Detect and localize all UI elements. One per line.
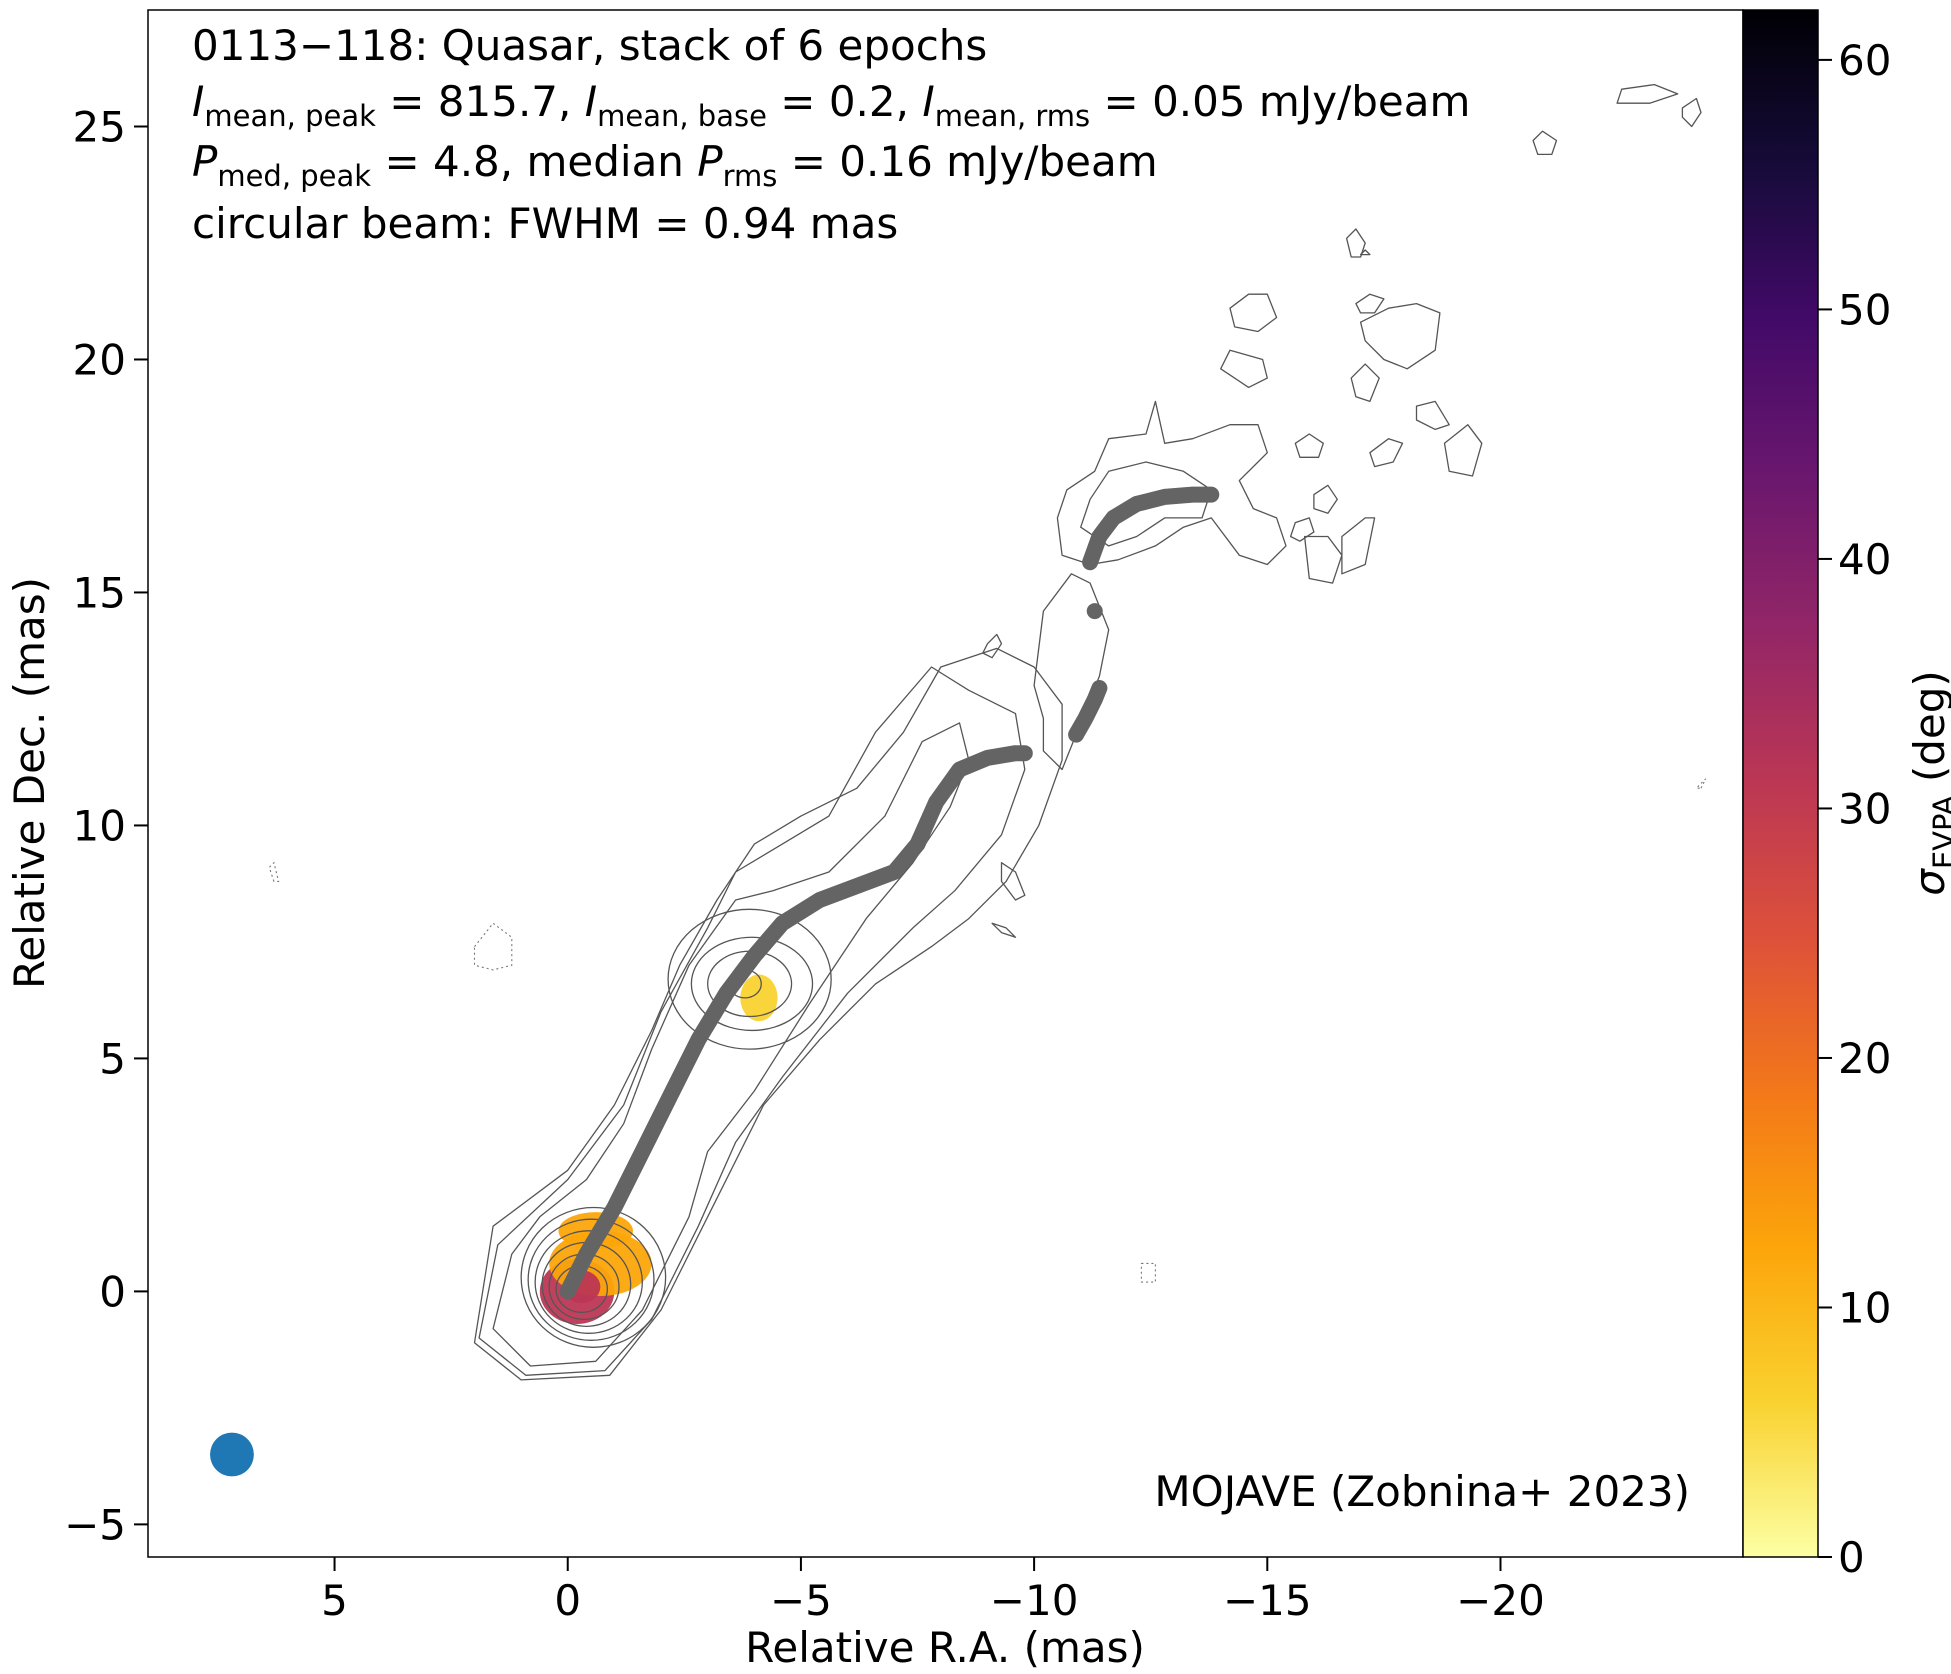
contour [1294,433,1324,458]
stat-subscript: mean, peak [204,99,376,133]
y-tick-label: 0 [99,1267,126,1316]
annotation-title: 0113−118: Quasar, stack of 6 epochs [192,21,987,70]
y-tick-label: 5 [99,1034,126,1083]
colorbar-tick-label: 30 [1838,784,1891,833]
y-tick-label: 10 [73,801,126,850]
stat-subscript: mean, rms [935,99,1090,133]
negative-contour [1695,778,1707,789]
x-axis-title: Relative R.A. (mas) [745,1623,1145,1672]
colorbar-tick-label: 60 [1838,36,1891,85]
ridge-line [559,745,1033,1300]
x-tick-label: −15 [1223,1576,1312,1625]
stat-symbol: I [192,77,204,126]
contour [1616,83,1679,104]
y-tick-label: 20 [73,335,126,384]
stat-value: = 815.7, [376,77,585,126]
y-tick-label: 25 [73,102,126,151]
y-axis-title: Relative Dec. (mas) [5,577,54,989]
stat-value: = 0.2, [767,77,922,126]
y-tick-label: 15 [73,568,126,617]
contour [1443,424,1483,477]
y-tick-label: −5 [64,1500,126,1549]
contour [1303,535,1343,584]
stat-subscript: rms [723,159,778,193]
contour [690,936,814,1032]
stat-subscript: med, peak [217,159,371,193]
plot-area [147,9,1744,1558]
colorbar-title-subscript: EVPA [1927,795,1951,869]
contour [1345,228,1366,258]
contour [1359,249,1371,256]
contour [1415,400,1450,431]
ridge-point [1086,603,1103,620]
polarization-patch [740,974,778,1022]
stat-value: = 0.05 mJy/beam [1090,77,1470,126]
stat-value: = 0.16 mJy/beam [777,137,1157,186]
y-axis: −5 0 5 10 15 20 25 [64,102,148,1549]
annotation-polarization-stats: Pmed, peak = 4.8, median Prms = 0.16 mJy… [192,137,1158,193]
contour [1220,349,1268,389]
x-tick-label: −10 [990,1576,1079,1625]
contour [1350,363,1380,403]
colorbar-tick-label: 40 [1838,535,1891,584]
stat-subscript: mean, base [597,99,767,133]
colorbar-title-unit: (deg) [1905,670,1951,795]
credit-label: MOJAVE (Zobnina+ 2023) [1154,1467,1690,1516]
beam-marker [210,1432,254,1477]
contour [1359,302,1441,370]
contour [473,647,1063,1381]
contour [520,1206,667,1348]
contour [1000,862,1026,901]
contour [667,908,832,1050]
annotation-beam: circular beam: FWHM = 0.94 mas [192,199,898,248]
x-tick-label: 0 [554,1576,581,1625]
negative-contour [268,861,280,882]
colorbar-title-symbol: σ [1905,868,1951,896]
colorbar: 0 10 20 30 40 50 60 σEVPA (deg) [1742,9,1951,1582]
colorbar-tick-label: 50 [1838,285,1891,334]
stat-symbol: P [697,137,723,186]
contour [1369,438,1404,468]
colorbar-tick-label: 20 [1838,1034,1891,1083]
contour [1681,97,1702,128]
colorbar-tick-label: 0 [1838,1533,1865,1582]
colorbar-title: σEVPA (deg) [1905,670,1951,896]
annotation-block: 0113−118: Quasar, stack of 6 epochs Imea… [192,21,1470,248]
annotation-intensity-stats: Imean, peak = 815.7, Imean, base = 0.2, … [192,77,1470,133]
contour [534,1230,643,1334]
contour [982,633,1003,659]
x-tick-label: −5 [770,1576,832,1625]
colorbar-gradient [1742,9,1819,1558]
contour [478,666,1026,1376]
x-axis: 5 0 −5 −10 −15 −20 [321,1557,1545,1625]
negative-contour [473,922,513,971]
contour [1532,130,1558,156]
x-tick-label: −20 [1456,1576,1545,1625]
stat-symbol: P [192,137,218,186]
stat-symbol: I [585,77,597,126]
stat-symbol: I [922,77,934,126]
contour [1229,293,1278,333]
contour [991,922,1017,938]
contour [1355,293,1385,314]
contour [1289,517,1315,542]
stat-value: = 4.8, median [371,137,697,186]
ridge-line [1082,486,1220,571]
x-tick-label: 5 [321,1576,348,1625]
contour [1341,517,1376,575]
ridge-line [1068,680,1108,743]
contour [1056,400,1287,566]
contour [1313,484,1338,514]
colorbar-tick-label: 10 [1838,1283,1891,1332]
contour [527,1218,655,1341]
